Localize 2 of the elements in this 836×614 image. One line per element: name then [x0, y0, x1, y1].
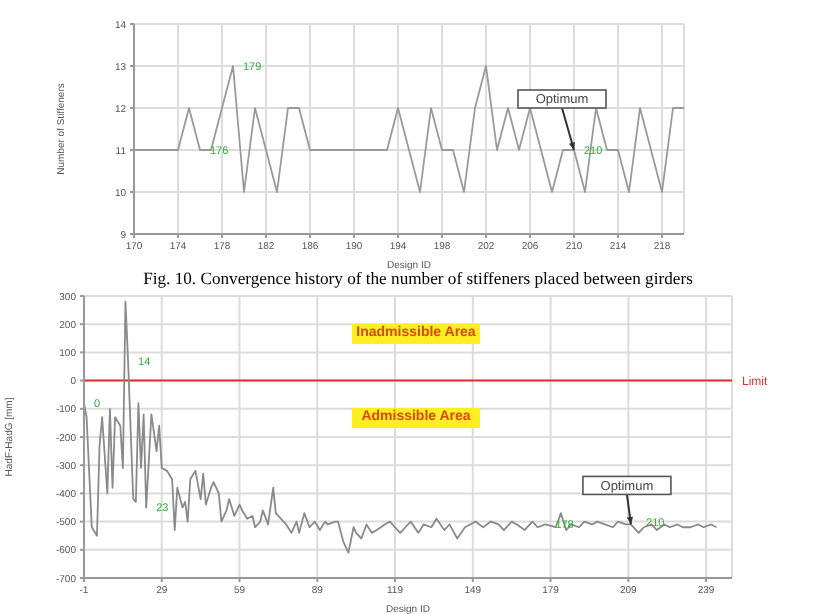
caption: Fig. 10. Convergence history of the number of stiffeners placed between girders [141, 268, 695, 288]
line-series [84, 300, 718, 554]
